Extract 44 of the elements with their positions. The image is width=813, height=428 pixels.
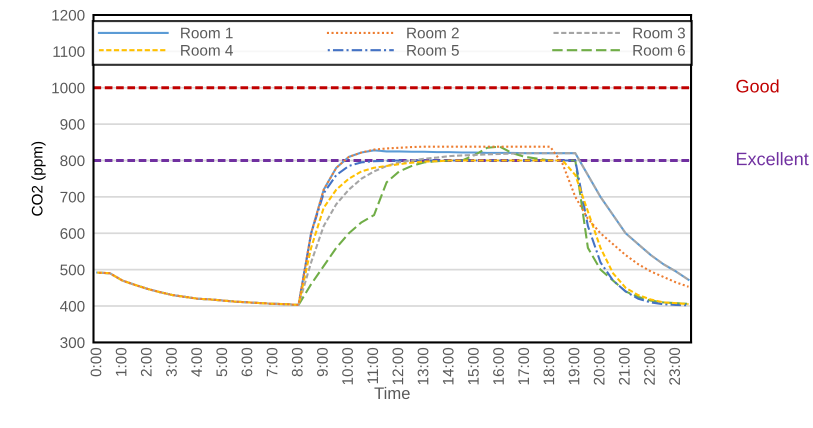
x-tick-label: 10:00 <box>342 348 353 384</box>
x-tick-label: 7:00 <box>266 348 278 376</box>
y-tick-label: 1000 <box>52 82 85 94</box>
x-tick-label: 22:00 <box>644 348 655 385</box>
x-tick-label: 2:00 <box>140 348 152 376</box>
y-tick-label: 1100 <box>53 46 85 58</box>
x-tick-label: 19:00 <box>568 348 580 384</box>
legend-label: Room 4 <box>181 45 233 56</box>
y-tick-label: 800 <box>60 155 85 166</box>
x-tick-label: 9:00 <box>316 348 328 376</box>
x-tick-label: 20:00 <box>594 348 605 385</box>
y-tick-label: 400 <box>60 300 85 312</box>
x-tick-label: 5:00 <box>216 348 228 376</box>
legend-label: Room 2 <box>407 28 459 38</box>
x-tick-label: 6:00 <box>242 348 252 376</box>
x-tick-label: 18:00 <box>543 348 554 384</box>
x-tick-label: 1:00 <box>116 348 127 376</box>
x-tick-label: 4:00 <box>191 348 202 377</box>
x-tick-label: 13:00 <box>418 348 428 384</box>
legend-label: Room 3 <box>633 28 685 38</box>
x-tick-label: 3:00 <box>166 348 177 376</box>
y-tick-label: 700 <box>60 192 85 203</box>
ref-line-label: Excellent <box>736 152 809 166</box>
x-tick-label: 12:00 <box>392 348 404 384</box>
x-tick-label: 16:00 <box>493 348 504 384</box>
x-tick-label: 0:00 <box>90 348 102 376</box>
x-tick-label: 8:00 <box>292 348 303 376</box>
x-tick-label: 23:00 <box>669 348 680 385</box>
x-tick-label: 14:00 <box>442 348 454 384</box>
y-tick-label: 500 <box>60 264 85 276</box>
x-tick-label: 11:00 <box>367 348 378 384</box>
y-axis-title: CO2 (ppm) <box>31 142 46 216</box>
x-tick-label: 17:00 <box>518 348 530 384</box>
y-tick-label: 600 <box>60 228 85 239</box>
x-tick-label: 21:00 <box>618 348 630 385</box>
legend-label: Room 6 <box>633 44 685 56</box>
legend-label: Room 1 <box>181 28 233 38</box>
ref-line-label: Good <box>736 79 778 93</box>
y-tick-label: 900 <box>60 118 85 130</box>
y-tick-label: 300 <box>60 337 85 348</box>
x-tick-label: 15:00 <box>468 348 479 384</box>
legend-label: Room 5 <box>407 45 459 56</box>
y-tick-label: 1200 <box>52 10 85 21</box>
x-axis-title: Time <box>374 386 410 400</box>
